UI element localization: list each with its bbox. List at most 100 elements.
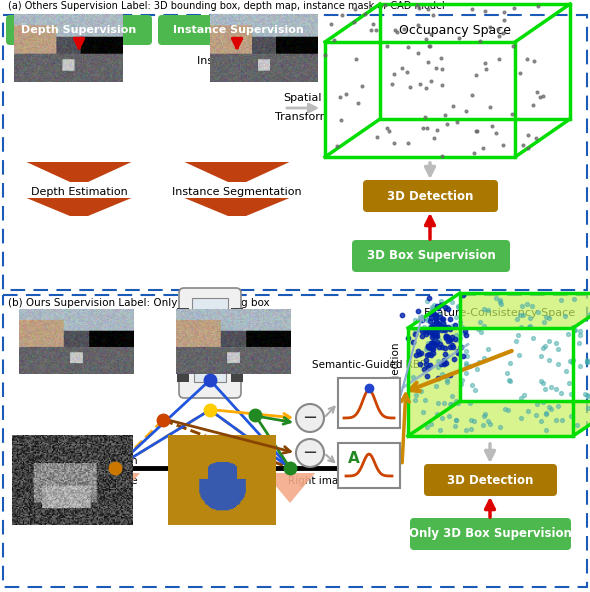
Point <box>545 313 554 323</box>
Point <box>443 322 453 332</box>
Point <box>510 3 519 12</box>
Point <box>382 123 391 133</box>
Point <box>454 398 463 408</box>
Text: Spatial: Spatial <box>284 93 322 103</box>
Point <box>483 345 493 354</box>
Point <box>425 309 435 318</box>
Point <box>421 313 431 323</box>
Point <box>524 406 533 416</box>
Bar <box>380 4 570 119</box>
Point <box>455 317 465 327</box>
Point <box>516 413 526 423</box>
Point <box>427 307 437 317</box>
Point <box>427 303 437 312</box>
Point <box>349 18 359 27</box>
Point <box>584 403 590 413</box>
Text: Semantic-Guided RBF: Semantic-Guided RBF <box>312 360 426 370</box>
Point <box>392 27 402 37</box>
Point <box>424 342 434 351</box>
Point <box>553 359 563 368</box>
Point <box>462 106 471 115</box>
Point <box>536 376 546 385</box>
Point <box>541 409 550 419</box>
Point <box>432 125 441 134</box>
Point <box>447 341 456 350</box>
Point <box>526 313 535 323</box>
Point <box>450 334 460 343</box>
Point <box>448 342 458 352</box>
Point <box>437 53 446 63</box>
Point <box>448 101 457 111</box>
Point <box>421 345 431 354</box>
Point <box>539 343 548 353</box>
Text: 3D Detection: 3D Detection <box>447 474 534 487</box>
Point <box>445 315 454 324</box>
Text: Only 3D Box Supervision: Only 3D Box Supervision <box>409 527 572 540</box>
Point <box>450 354 459 363</box>
Point <box>424 360 434 369</box>
Point <box>413 347 422 356</box>
Point <box>372 25 381 35</box>
Point <box>570 326 579 335</box>
Point <box>519 390 529 400</box>
Point <box>422 327 432 336</box>
Point <box>568 355 578 365</box>
Point <box>445 342 455 351</box>
Circle shape <box>296 404 324 432</box>
Point <box>435 425 445 435</box>
Point <box>435 313 445 322</box>
Point <box>460 327 470 336</box>
Point <box>494 54 504 63</box>
Point <box>410 326 419 335</box>
Point <box>496 297 505 307</box>
Point <box>499 15 508 25</box>
Point <box>481 6 490 15</box>
Point <box>551 416 560 425</box>
Point <box>454 301 463 310</box>
Point <box>523 130 532 140</box>
Point <box>467 381 477 390</box>
Point <box>431 339 440 348</box>
Point <box>513 314 522 323</box>
Point <box>423 315 432 324</box>
Point <box>453 117 462 127</box>
Point <box>438 318 448 328</box>
Point <box>442 375 451 385</box>
Point <box>429 320 438 329</box>
Point <box>360 9 370 18</box>
Point <box>411 350 421 359</box>
Point <box>440 319 449 329</box>
Point <box>421 327 431 336</box>
FancyBboxPatch shape <box>410 518 571 550</box>
Point <box>412 1 422 10</box>
Text: Instance Supervision: Instance Supervision <box>173 25 303 35</box>
Bar <box>3 15 587 290</box>
Point <box>434 323 444 333</box>
Point <box>538 397 548 407</box>
Point <box>430 310 440 319</box>
Polygon shape <box>265 473 315 503</box>
Point <box>426 339 435 348</box>
Point <box>478 420 487 430</box>
Point <box>428 331 438 340</box>
Point <box>441 333 450 342</box>
Point <box>477 327 486 336</box>
Point <box>436 297 445 306</box>
Point <box>483 416 493 426</box>
Point <box>441 359 450 368</box>
Circle shape <box>296 439 324 467</box>
Point <box>566 390 576 399</box>
Point <box>539 317 549 327</box>
Point <box>440 111 450 120</box>
Point <box>337 10 347 20</box>
Point <box>585 310 590 319</box>
Point <box>583 390 590 400</box>
Point <box>426 322 435 332</box>
Point <box>415 359 425 369</box>
Point <box>437 151 447 160</box>
Point <box>437 359 446 369</box>
Point <box>437 343 447 352</box>
Point <box>470 149 479 158</box>
Point <box>427 76 436 85</box>
Point <box>518 140 527 149</box>
